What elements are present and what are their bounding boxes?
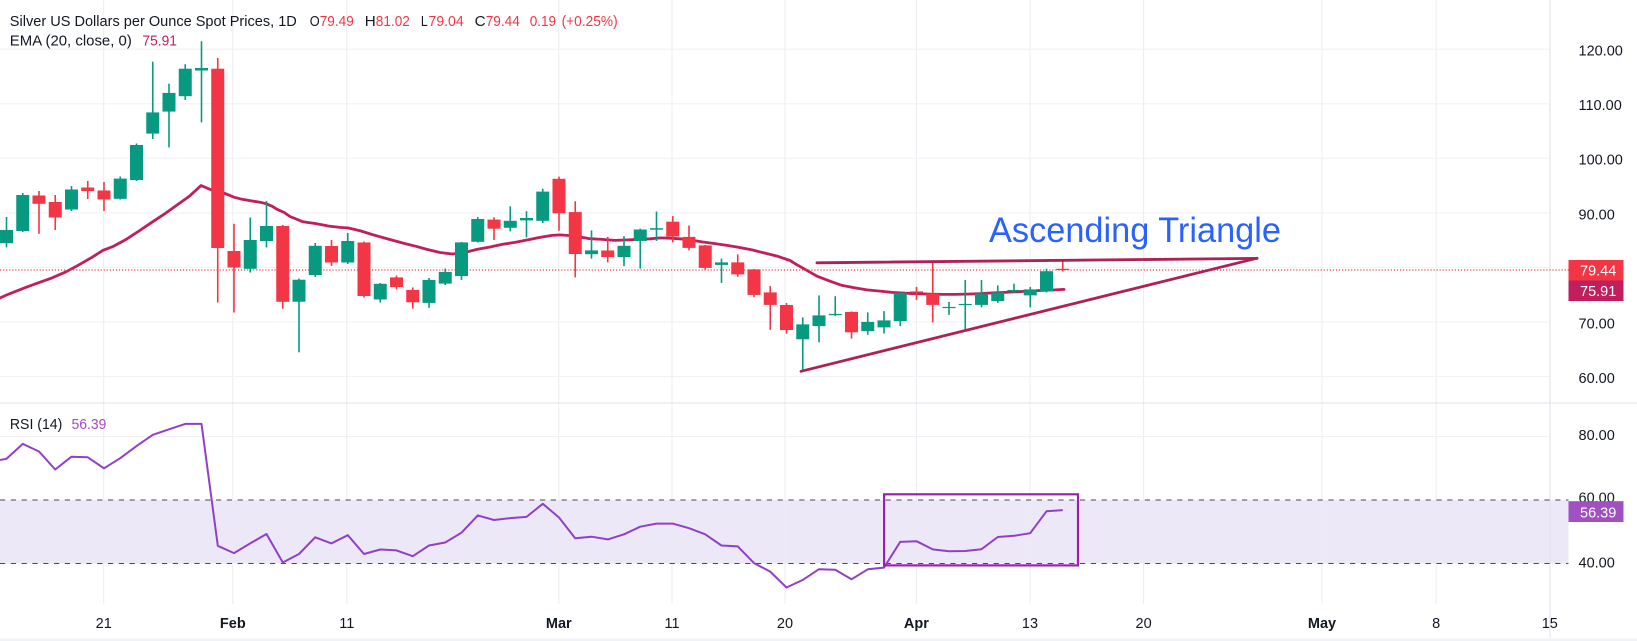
svg-text:80.00: 80.00 xyxy=(1579,428,1615,444)
svg-text:110.00: 110.00 xyxy=(1579,98,1622,114)
svg-text:11: 11 xyxy=(339,616,354,632)
svg-text:20: 20 xyxy=(1136,616,1152,632)
svg-text:Silver US Dollars per Ounce Sp: Silver US Dollars per Ounce Spot Prices,… xyxy=(10,14,297,30)
svg-text:81.02: 81.02 xyxy=(376,14,410,30)
svg-text:79.44: 79.44 xyxy=(1580,263,1616,279)
svg-text:11: 11 xyxy=(664,616,679,632)
svg-text:Feb: Feb xyxy=(220,616,246,632)
svg-text:13: 13 xyxy=(1022,616,1038,632)
svg-text:75.91: 75.91 xyxy=(1580,284,1616,300)
svg-text:8: 8 xyxy=(1432,616,1440,632)
svg-text:H: H xyxy=(365,14,376,30)
svg-text:C: C xyxy=(475,14,486,30)
svg-text:Mar: Mar xyxy=(546,616,572,632)
svg-text:70.00: 70.00 xyxy=(1579,316,1615,332)
svg-text:L: L xyxy=(421,14,428,30)
svg-text:79.44: 79.44 xyxy=(486,14,520,30)
svg-text:Apr: Apr xyxy=(904,616,929,632)
svg-text:40.00: 40.00 xyxy=(1579,556,1615,572)
svg-text:(+0.25%): (+0.25%) xyxy=(562,14,618,30)
svg-text:O: O xyxy=(310,14,320,30)
svg-text:79.49: 79.49 xyxy=(320,14,354,30)
svg-text:15: 15 xyxy=(1542,616,1558,632)
svg-text:0.19: 0.19 xyxy=(530,14,556,30)
svg-text:RSI (14): RSI (14) xyxy=(10,417,62,433)
svg-text:56.39: 56.39 xyxy=(72,417,107,433)
svg-text:Ascending Triangle: Ascending Triangle xyxy=(989,210,1281,250)
svg-text:EMA (20, close, 0): EMA (20, close, 0) xyxy=(10,33,132,49)
svg-text:100.00: 100.00 xyxy=(1579,153,1623,169)
svg-text:21: 21 xyxy=(96,616,112,632)
svg-text:56.39: 56.39 xyxy=(1580,505,1616,521)
svg-text:90.00: 90.00 xyxy=(1579,207,1615,223)
svg-text:20: 20 xyxy=(777,616,793,632)
svg-text:75.91: 75.91 xyxy=(142,34,177,50)
svg-text:79.04: 79.04 xyxy=(429,14,464,30)
svg-text:May: May xyxy=(1308,616,1336,632)
svg-text:60.00: 60.00 xyxy=(1579,371,1615,387)
svg-text:120.00: 120.00 xyxy=(1579,44,1623,60)
